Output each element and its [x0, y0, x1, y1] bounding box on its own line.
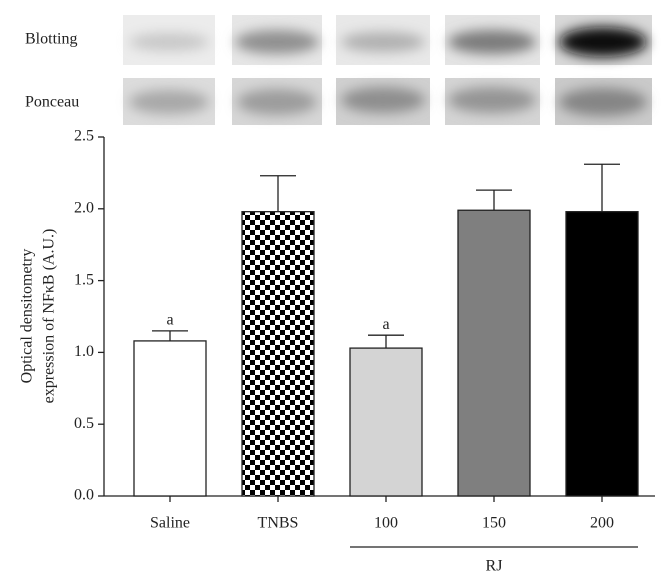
bar	[241, 211, 315, 497]
y-tick-label: 1.0	[74, 343, 94, 360]
y-tick-label: 0.5	[74, 415, 94, 432]
y-tick-label: 0.0	[74, 487, 94, 504]
blot-images	[123, 15, 652, 125]
y-axis-label: expression of NFκB (A.U.)	[41, 229, 58, 404]
bar	[457, 209, 531, 497]
y-tick-label: 2.0	[74, 199, 94, 216]
y-tick-label: 1.5	[74, 271, 94, 288]
y-tick-label: 2.5	[74, 128, 94, 145]
x-tick-label: Saline	[150, 515, 190, 532]
annotation: a	[166, 312, 173, 329]
bar	[565, 211, 639, 497]
x-tick-label: 100	[374, 515, 398, 532]
y-axis-label: Optical densitometry	[19, 249, 36, 384]
x-tick-label: TNBS	[258, 515, 299, 532]
panel-label: Ponceau	[25, 94, 79, 111]
x-tick-label: 150	[482, 515, 506, 532]
group-label: RJ	[486, 558, 503, 575]
annotation: a	[382, 316, 389, 333]
x-tick-label: 200	[590, 515, 614, 532]
panel-label: Blotting	[25, 31, 77, 48]
bar	[133, 340, 207, 497]
bar	[349, 347, 423, 497]
